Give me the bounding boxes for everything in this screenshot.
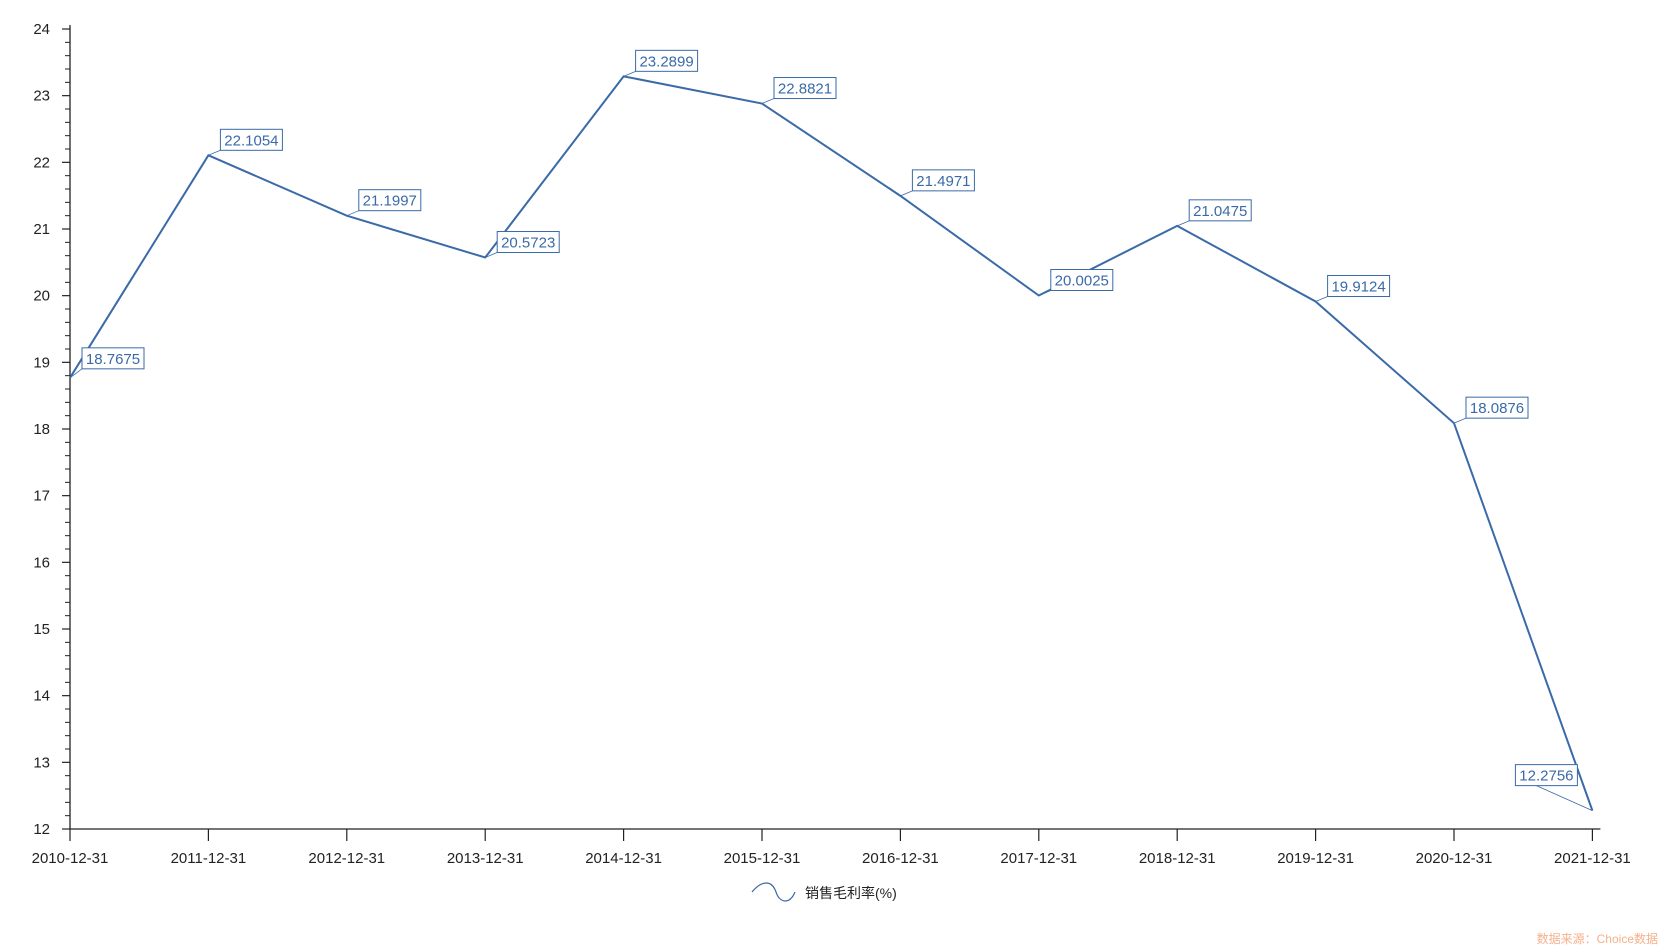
data-label: 20.5723 <box>485 231 560 258</box>
y-tick-label: 21 <box>33 221 50 238</box>
y-tick-label: 18 <box>33 421 50 438</box>
data-label-text: 20.5723 <box>501 235 555 252</box>
x-tick-label: 2012-12-31 <box>308 850 385 867</box>
label-box <box>1465 396 1529 419</box>
data-label: 20.0025 <box>1038 269 1114 296</box>
series-line <box>69 75 1594 811</box>
data-label: 12.2756 <box>1514 764 1593 811</box>
data-label-text: 22.1054 <box>224 132 278 149</box>
label-box <box>1050 269 1114 291</box>
data-label: 21.4971 <box>900 169 975 197</box>
label-leader-line <box>1453 417 1467 424</box>
series-line-path <box>69 75 1594 811</box>
label-box <box>1514 764 1578 787</box>
data-label: 18.0876 <box>1453 396 1529 424</box>
label-box <box>496 231 560 254</box>
y-tick-label: 13 <box>33 754 50 771</box>
label-leader-line <box>1177 220 1190 227</box>
data-label: 19.9124 <box>1315 275 1391 302</box>
label-box <box>911 169 975 192</box>
y-tick-label: 20 <box>33 288 50 305</box>
y-tick-label: 22 <box>33 154 50 171</box>
legend[interactable]: 销售毛利率(%) <box>751 882 897 902</box>
y-tick-label: 12 <box>33 821 50 838</box>
data-label-text: 18.7675 <box>86 351 140 368</box>
label-leader-line <box>69 368 83 379</box>
y-tick-label: 17 <box>33 488 50 505</box>
legend-label: 销售毛利率(%) <box>805 885 897 901</box>
y-tick-label: 19 <box>33 354 50 371</box>
x-tick-label: 2017-12-31 <box>1000 850 1077 867</box>
label-leader-line <box>1315 296 1328 302</box>
y-tick-label: 24 <box>33 21 50 38</box>
label-box <box>219 128 283 151</box>
legend-line-icon <box>751 882 796 902</box>
x-tick-label: 2021-12-31 <box>1554 850 1631 867</box>
data-label-text: 12.2756 <box>1519 768 1573 785</box>
label-leader-line <box>1536 785 1593 811</box>
data-label: 22.8821 <box>761 77 837 104</box>
label-leader-line <box>623 70 636 77</box>
data-labels: 18.7675 22.1054 21.1997 20.5723 23.2899 22.88… <box>69 49 1593 811</box>
label-leader-line <box>1038 290 1051 296</box>
label-leader-line <box>485 252 498 258</box>
data-label: 21.1997 <box>346 189 422 217</box>
label-leader-line <box>900 190 913 197</box>
x-tick-label: 2020-12-31 <box>1416 850 1493 867</box>
data-label-text: 19.9124 <box>1331 279 1385 296</box>
label-leader-line <box>208 149 221 156</box>
data-label-text: 21.0475 <box>1193 203 1247 220</box>
data-label-text: 18.0876 <box>1470 400 1524 417</box>
label-box <box>1188 199 1252 222</box>
y-tick-label: 14 <box>33 688 50 705</box>
label-leader-line <box>761 98 775 104</box>
data-label: 22.1054 <box>208 128 283 156</box>
label-box <box>773 77 837 100</box>
x-tick-label: 2013-12-31 <box>447 850 524 867</box>
x-tick-label: 2011-12-31 <box>171 850 247 867</box>
x-tick-label: 2010-12-31 <box>32 850 109 867</box>
source-note: 数据来源：Choice数据 <box>1537 931 1658 946</box>
x-tick-label: 2019-12-31 <box>1277 850 1354 867</box>
y-tick-label: 23 <box>33 88 50 105</box>
x-tick-label: 2014-12-31 <box>585 850 662 867</box>
label-box <box>358 189 422 212</box>
data-label-text: 23.2899 <box>639 53 693 70</box>
x-tick-label: 2016-12-31 <box>862 850 939 867</box>
data-label: 23.2899 <box>623 49 699 77</box>
y-tick-label: 15 <box>33 621 50 638</box>
axes: 12 13 14 15 16 17 18 19 20 21 22 23 24 2010-12-31 2011… <box>32 21 1631 867</box>
label-box <box>81 347 145 370</box>
data-label: 18.7675 <box>69 347 145 379</box>
data-label-text: 20.0025 <box>1055 273 1109 290</box>
x-tick-label: 2015-12-31 <box>724 850 801 867</box>
label-box <box>635 49 699 72</box>
y-tick-label: 16 <box>33 554 50 571</box>
data-label: 21.0475 <box>1177 199 1252 227</box>
data-label-text: 21.4971 <box>916 173 970 190</box>
data-label-text: 22.8821 <box>778 81 832 98</box>
data-label-text: 21.1997 <box>363 193 417 210</box>
label-box <box>1327 275 1391 298</box>
label-leader-line <box>346 210 359 217</box>
x-tick-label: 2018-12-31 <box>1139 850 1216 867</box>
